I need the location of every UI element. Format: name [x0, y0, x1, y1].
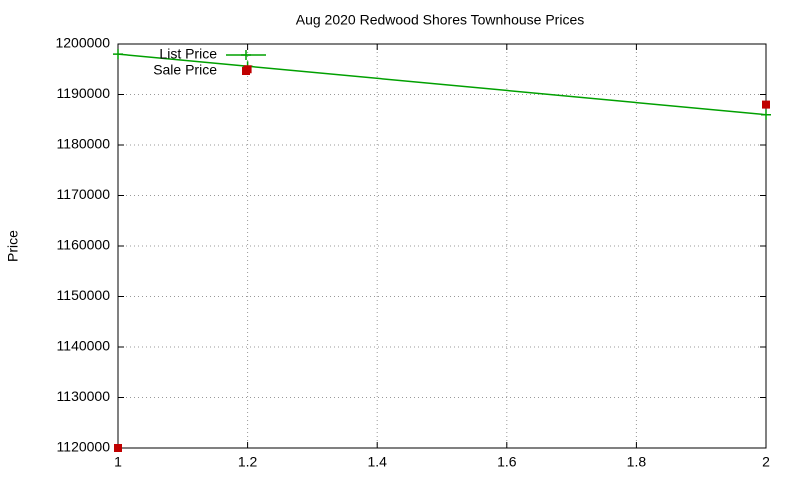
y-tick-label: 1200000	[55, 35, 110, 51]
x-tick-label: 1.4	[367, 454, 387, 470]
legend-label: List Price	[159, 46, 217, 62]
legend-label: Sale Price	[153, 62, 217, 78]
x-tick-label: 1	[114, 454, 122, 470]
y-tick-label: 1140000	[57, 338, 111, 354]
x-tick-label: 2	[762, 454, 770, 470]
data-point	[114, 444, 122, 452]
legend-marker	[242, 67, 250, 75]
y-tick-label: 1160000	[57, 237, 111, 253]
y-tick-label: 1120000	[57, 439, 111, 455]
x-tick-label: 1.6	[497, 454, 517, 470]
y-tick-label: 1150000	[57, 287, 111, 303]
y-axis-label: Price	[5, 230, 21, 262]
data-point	[761, 109, 771, 120]
plot-border	[117, 43, 767, 449]
legend-marker	[241, 50, 251, 60]
x-tick-label: 1.8	[627, 454, 647, 470]
y-tick-label: 1130000	[57, 388, 111, 404]
x-tick-label: 1.2	[238, 454, 258, 470]
y-tick-label: 1190000	[57, 85, 111, 101]
data-point	[762, 100, 770, 109]
y-tick-label: 1170000	[57, 186, 111, 202]
data-point	[113, 49, 123, 60]
chart-title: Aug 2020 Redwood Shores Townhouse Prices	[296, 12, 584, 28]
y-tick-label: 1180000	[57, 136, 111, 152]
